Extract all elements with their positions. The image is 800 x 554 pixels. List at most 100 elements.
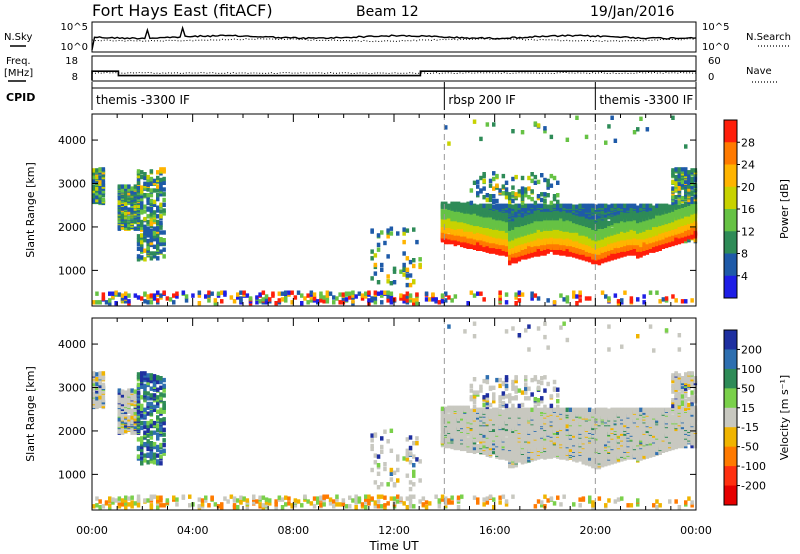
heatmap-cell bbox=[549, 183, 554, 188]
heatmap-cell bbox=[136, 295, 141, 300]
heatmap-cell bbox=[133, 389, 138, 394]
heatmap-cell bbox=[664, 296, 669, 301]
heatmap-cell bbox=[284, 298, 288, 303]
heatmap-cell bbox=[152, 296, 157, 301]
heatmap-cell bbox=[504, 292, 509, 297]
heatmap-cell bbox=[325, 299, 330, 304]
heatmap-cell bbox=[357, 291, 362, 296]
heatmap-cell bbox=[152, 202, 157, 207]
heatmap-cell bbox=[693, 168, 698, 173]
heatmap-cell bbox=[156, 170, 160, 175]
heatmap-cell bbox=[636, 244, 640, 249]
heatmap-cell bbox=[152, 210, 157, 215]
heatmap-cell bbox=[127, 496, 131, 501]
heatmap-cell bbox=[120, 293, 125, 298]
heatmap-cell bbox=[136, 372, 141, 377]
heatmap-cell bbox=[152, 178, 157, 184]
heatmap-cell bbox=[149, 373, 154, 378]
heatmap-cell bbox=[191, 293, 195, 298]
heatmap-cell bbox=[517, 290, 522, 295]
heatmap-cell bbox=[636, 238, 640, 243]
heatmap-cell bbox=[341, 296, 346, 301]
heatmap-cell bbox=[127, 216, 131, 221]
heatmap-cell bbox=[159, 214, 163, 219]
heatmap-cell bbox=[98, 193, 102, 198]
heatmap-cell bbox=[229, 295, 234, 300]
heatmap-cell bbox=[146, 452, 150, 457]
heatmap-cell bbox=[402, 262, 406, 268]
heatmap-cell bbox=[146, 428, 150, 433]
heatmap-cell bbox=[405, 267, 410, 272]
heatmap-cell bbox=[501, 184, 506, 189]
nsky-label: N.Sky bbox=[4, 32, 32, 43]
heatmap-cell bbox=[117, 200, 122, 206]
heatmap-cell bbox=[162, 238, 166, 243]
heatmap-cell bbox=[514, 292, 518, 297]
heatmap-cell bbox=[156, 226, 160, 231]
heatmap-cell bbox=[98, 505, 102, 510]
heatmap-cell bbox=[600, 203, 605, 208]
heatmap-cell bbox=[578, 203, 582, 208]
heatmap-cell bbox=[92, 196, 96, 202]
heatmap-cell bbox=[332, 300, 336, 305]
heatmap-cell bbox=[504, 300, 509, 305]
heatmap-cell bbox=[380, 300, 384, 305]
heatmap-cell bbox=[536, 203, 541, 208]
heatmap-cell bbox=[616, 299, 621, 304]
heatmap-cell bbox=[156, 375, 160, 380]
heatmap-cell bbox=[325, 290, 330, 295]
heatmap-cell bbox=[98, 199, 102, 205]
heatmap-cell bbox=[632, 240, 637, 246]
heatmap-cell bbox=[488, 194, 493, 199]
heatmap-cell bbox=[479, 136, 483, 142]
heatmap-cell bbox=[296, 290, 301, 295]
heatmap-cell bbox=[479, 188, 483, 193]
heatmap-cell bbox=[383, 240, 387, 246]
heatmap-cell bbox=[130, 408, 134, 413]
heatmap-cell bbox=[133, 184, 138, 189]
heatmap-cell bbox=[92, 174, 96, 180]
heatmap-cell bbox=[133, 218, 138, 224]
heatmap-cell bbox=[156, 423, 160, 429]
cpid-segment-label: rbsp 200 IF bbox=[448, 93, 515, 107]
heatmap-cell bbox=[143, 371, 147, 376]
heatmap-cell bbox=[290, 290, 294, 295]
heatmap-cell bbox=[575, 294, 579, 299]
heatmap-cell bbox=[149, 176, 154, 182]
heatmap-cell bbox=[140, 189, 144, 194]
heatmap-cell bbox=[472, 203, 477, 208]
heatmap-cell bbox=[498, 203, 502, 208]
heatmap-cell bbox=[162, 290, 166, 295]
heatmap-cell bbox=[556, 203, 560, 208]
heatmap-cell bbox=[140, 204, 144, 209]
heatmap-cell bbox=[306, 293, 310, 298]
heatmap-cell bbox=[322, 295, 326, 300]
heatmap-cell bbox=[149, 494, 154, 499]
heatmap-cell bbox=[671, 204, 675, 209]
heatmap-cell bbox=[498, 293, 502, 298]
heatmap-cell bbox=[373, 300, 378, 305]
heatmap-cell bbox=[149, 169, 154, 174]
heatmap-cell bbox=[604, 203, 608, 208]
heatmap-cell bbox=[623, 244, 627, 249]
heatmap-cell bbox=[149, 300, 154, 305]
heatmap-cell bbox=[143, 299, 147, 304]
heatmap-cell bbox=[127, 187, 131, 192]
heatmap-cell bbox=[492, 204, 496, 209]
heatmap-cell bbox=[402, 299, 406, 304]
heatmap-cell bbox=[101, 296, 106, 301]
heatmap-cell bbox=[620, 203, 624, 208]
heatmap-cell bbox=[616, 221, 621, 227]
heatmap-cell bbox=[562, 224, 566, 229]
heatmap-cell bbox=[501, 173, 506, 179]
heatmap-cell bbox=[508, 192, 512, 197]
heatmap-cell bbox=[674, 298, 678, 303]
heatmap-cell bbox=[156, 453, 160, 458]
heatmap-cell bbox=[149, 198, 154, 204]
heatmap-cell bbox=[271, 291, 275, 296]
heatmap-cell bbox=[239, 290, 243, 295]
heatmap-cell bbox=[175, 294, 179, 299]
station-title: Fort Hays East (fitACF) bbox=[92, 1, 273, 20]
y-tick-label: 2000 bbox=[58, 221, 86, 234]
heatmap-cell bbox=[536, 234, 541, 239]
